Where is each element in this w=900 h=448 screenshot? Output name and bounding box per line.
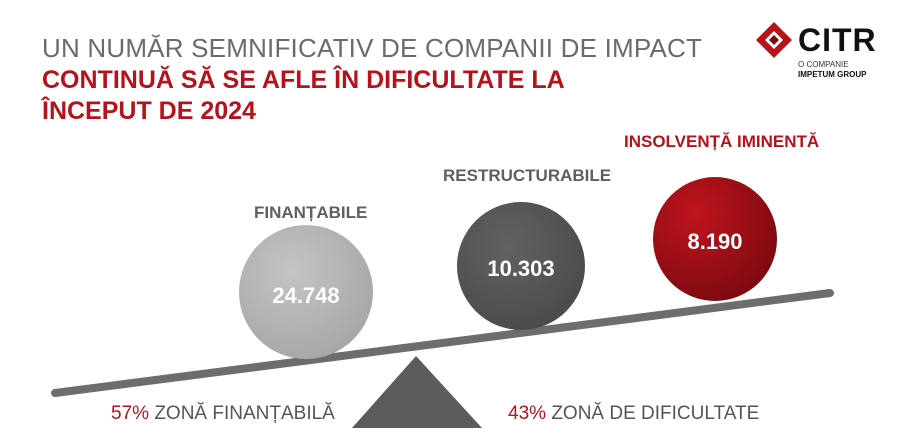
- circle-insolventa: [653, 177, 777, 301]
- value-insolventa: 8.190: [687, 229, 743, 254]
- citr-diamond-icon: [756, 22, 792, 58]
- caption-dificultate: 43% ZONĂ DE DIFICULTATE: [508, 403, 759, 425]
- logo-subtitle-2: IMPETUM GROUP: [798, 70, 867, 79]
- circle-finantabile: [239, 225, 373, 359]
- seesaw-beam: [51, 289, 834, 397]
- caption-finantabila-text: ZONĂ FINANȚABILĂ: [154, 403, 335, 424]
- label-finantabile: FINANȚABILE: [254, 203, 368, 222]
- value-finantabile: 24.748: [272, 283, 340, 308]
- citr-logo: CITR O COMPANIE IMPETUM GROUP: [752, 18, 892, 88]
- title-line-2: CONTINUĂ SĂ SE AFLE ÎN DIFICULTATE LA: [42, 66, 565, 94]
- logo-wordmark: CITR: [798, 22, 877, 58]
- caption-dificultate-text: ZONĂ DE DIFICULTATE: [551, 403, 760, 424]
- value-restructurabile: 10.303: [487, 256, 555, 281]
- title-line-1: UN NUMĂR SEMNIFICATIV DE COMPANII DE IMP…: [42, 33, 703, 63]
- circle-restructurabile: [457, 202, 585, 330]
- label-insolventa: INSOLVENȚĂ IMINENTĂ: [624, 132, 820, 151]
- caption-finantabila: 57% ZONĂ FINANȚABILĂ: [111, 403, 335, 425]
- caption-dificultate-percent: 43%: [508, 403, 547, 424]
- logo-subtitle-1: O COMPANIE: [798, 60, 849, 69]
- label-restructurabile: RESTRUCTURABILE: [443, 166, 612, 185]
- title-line-3: ÎNCEPUT DE 2024: [42, 97, 256, 125]
- fulcrum-triangle: [352, 356, 482, 428]
- caption-finantabila-percent: 57%: [111, 403, 150, 424]
